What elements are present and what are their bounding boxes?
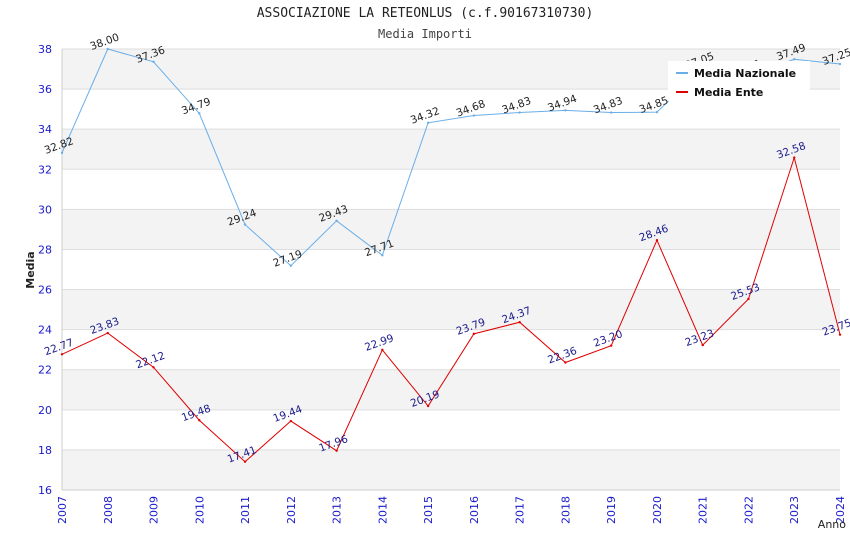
data-point <box>701 343 704 347</box>
data-point <box>106 47 109 51</box>
data-label: 22.12 <box>134 350 166 372</box>
data-point <box>243 460 247 463</box>
data-point <box>655 110 659 114</box>
grid-band <box>62 209 840 250</box>
y-tick-label: 30 <box>38 203 52 216</box>
x-tick-label: 2021 <box>697 496 710 524</box>
data-point <box>609 111 613 114</box>
x-tick-label: 2011 <box>239 496 252 524</box>
data-point <box>381 348 384 352</box>
data-point <box>838 333 842 336</box>
legend-label: Media Ente <box>694 86 763 99</box>
data-point <box>289 419 293 423</box>
x-tick-label: 2019 <box>605 496 618 524</box>
data-point <box>381 254 384 257</box>
data-point <box>472 332 476 336</box>
data-point <box>426 404 430 408</box>
data-point <box>472 114 476 117</box>
y-tick-label: 28 <box>38 243 52 256</box>
y-tick-label: 32 <box>38 163 52 176</box>
data-point <box>106 331 109 335</box>
x-tick-label: 2016 <box>468 496 481 524</box>
x-tick-label: 2022 <box>742 496 755 524</box>
x-tick-label: 2018 <box>559 496 572 524</box>
data-point <box>152 366 155 369</box>
data-point <box>838 62 842 66</box>
x-tick-label: 2014 <box>376 496 389 524</box>
data-label: 34.83 <box>500 95 532 117</box>
data-point <box>518 321 521 324</box>
data-label: 23.23 <box>684 327 716 349</box>
data-point <box>426 121 430 124</box>
series-line-media-ente <box>61 155 841 463</box>
data-point <box>243 223 247 226</box>
data-label: 34.79 <box>180 96 212 118</box>
data-point <box>152 60 155 64</box>
y-tick-label: 38 <box>38 43 52 56</box>
data-point <box>60 353 64 356</box>
x-tick-label: 2010 <box>193 496 206 524</box>
y-tick-label: 34 <box>38 123 52 136</box>
data-point <box>609 344 613 347</box>
data-point <box>564 361 567 364</box>
data-point <box>335 449 338 452</box>
legend-box <box>668 61 810 101</box>
x-tick-label: 2015 <box>422 496 435 524</box>
grid-band <box>62 129 840 170</box>
x-tick-label: 2017 <box>514 496 527 524</box>
x-tick-label: 2007 <box>56 496 69 524</box>
x-tick-label: 2023 <box>788 496 801 524</box>
chart-subtitle: Media Importi <box>378 27 472 41</box>
data-label: 34.85 <box>638 95 670 117</box>
data-point <box>60 151 64 155</box>
data-point <box>198 419 201 422</box>
data-point <box>198 112 201 115</box>
data-point <box>518 111 521 114</box>
data-label: 22.99 <box>363 332 395 354</box>
data-label: 22.36 <box>546 345 579 367</box>
data-label: 22.77 <box>43 337 75 359</box>
x-axis-title: Anno <box>818 518 846 531</box>
data-label: 34.32 <box>409 105 441 127</box>
data-point <box>289 264 293 267</box>
y-tick-label: 22 <box>38 364 52 377</box>
x-tick-label: 2013 <box>331 496 344 524</box>
data-point <box>655 239 659 242</box>
y-tick-label: 36 <box>38 83 52 96</box>
y-tick-label: 24 <box>38 324 52 337</box>
data-point <box>335 219 338 222</box>
grid-band <box>62 289 840 330</box>
y-tick-label: 26 <box>38 284 52 297</box>
y-tick-label: 18 <box>38 444 52 457</box>
data-label: 34.83 <box>592 95 624 117</box>
grid-band <box>62 449 840 490</box>
x-tick-label: 2020 <box>651 496 664 524</box>
legend-label: Media Nazionale <box>694 67 796 80</box>
x-tick-label: 2009 <box>148 496 161 524</box>
x-tick-label: 2024 <box>834 496 847 524</box>
data-label: 27.19 <box>272 248 304 270</box>
data-point <box>793 156 796 159</box>
y-tick-label: 20 <box>38 404 52 417</box>
data-point <box>747 297 750 301</box>
x-tick-label: 2008 <box>102 496 115 524</box>
grid-band <box>62 369 840 410</box>
data-point <box>793 58 796 61</box>
chart-title: ASSOCIAZIONE LA RETEONLUS (c.f.901673107… <box>256 6 594 21</box>
data-point <box>564 109 567 112</box>
x-tick-label: 2012 <box>285 496 298 524</box>
y-tick-label: 16 <box>38 484 52 497</box>
y-axis-title: Media <box>24 251 37 288</box>
